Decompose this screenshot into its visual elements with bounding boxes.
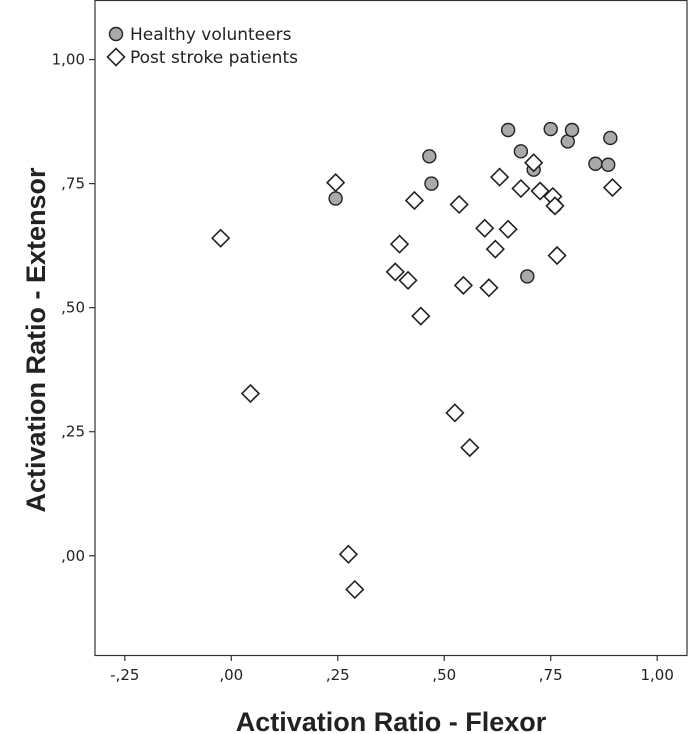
post-stroke-patient-point — [602, 177, 623, 198]
legend-diamond-icon — [106, 47, 126, 67]
plot-frame — [94, 0, 688, 657]
post-stroke-patient-point — [411, 306, 431, 326]
post-stroke-patient-point — [498, 219, 518, 239]
post-stroke-patient-point — [389, 234, 410, 254]
post-stroke-patient-point — [398, 270, 418, 290]
healthy-volunteer-point — [422, 149, 437, 164]
x-tick-label: 1,00 — [640, 666, 673, 684]
healthy-volunteer-point — [564, 122, 580, 138]
x-tick-label: ,00 — [219, 666, 243, 684]
healthy-volunteer-point — [601, 157, 616, 172]
legend-label-patients: Post stroke patients — [130, 48, 298, 68]
data-points — [211, 121, 623, 600]
x-tick-label: ,25 — [326, 666, 350, 684]
legend-circle-icon — [108, 26, 124, 42]
post-stroke-patient-point — [530, 181, 550, 201]
x-tick-label: ,50 — [432, 666, 456, 684]
post-stroke-patient-point — [460, 437, 480, 458]
healthy-volunteer-point — [588, 156, 603, 171]
healthy-volunteer-point — [513, 144, 529, 159]
post-stroke-patient-point — [511, 178, 531, 199]
post-stroke-patient-point — [547, 245, 567, 266]
post-stroke-patient-point — [479, 278, 499, 298]
post-stroke-patient-point — [475, 218, 495, 238]
post-stroke-patient-point — [453, 275, 474, 295]
healthy-volunteer-point — [543, 121, 558, 137]
y-axis: ,00 ,25 ,50 ,75 1,00 — [52, 51, 95, 565]
post-stroke-patient-point — [404, 190, 425, 211]
post-stroke-patient-point — [545, 196, 565, 216]
post-stroke-patient-point — [449, 194, 469, 215]
post-stroke-patient-point — [326, 172, 346, 193]
legend: Healthy volunteers Post stroke patients — [106, 25, 298, 68]
y-axis-title: Activation Ratio - Extensor — [21, 167, 51, 513]
post-stroke-patient-point — [485, 239, 505, 259]
post-stroke-patient-point — [211, 228, 231, 248]
y-tick-label: ,00 — [61, 547, 85, 565]
post-stroke-patient-point — [345, 579, 365, 600]
healthy-volunteer-point — [520, 269, 535, 284]
healthy-volunteer-point — [603, 130, 618, 146]
x-axis: -,25 ,00 ,25 ,50 ,75 1,00 — [110, 655, 674, 684]
post-stroke-patient-point — [524, 153, 544, 173]
y-tick-label: ,75 — [61, 175, 85, 193]
y-tick-label: ,50 — [61, 299, 85, 317]
healthy-volunteer-point — [424, 176, 439, 191]
post-stroke-patient-point — [240, 383, 261, 404]
post-stroke-patient-point — [489, 167, 510, 187]
y-tick-label: ,25 — [61, 423, 85, 441]
x-axis-title: Activation Ratio - Flexor — [236, 707, 547, 734]
healthy-volunteer-point — [500, 122, 516, 138]
post-stroke-patient-point — [338, 544, 359, 564]
legend-label-healthy: Healthy volunteers — [130, 25, 292, 45]
healthy-volunteer-point — [328, 191, 343, 206]
x-tick-label: ,75 — [539, 666, 563, 684]
post-stroke-patient-point — [445, 403, 465, 423]
y-tick-label: 1,00 — [52, 51, 85, 69]
x-tick-label: -,25 — [110, 666, 139, 684]
post-stroke-patient-point — [385, 262, 405, 282]
